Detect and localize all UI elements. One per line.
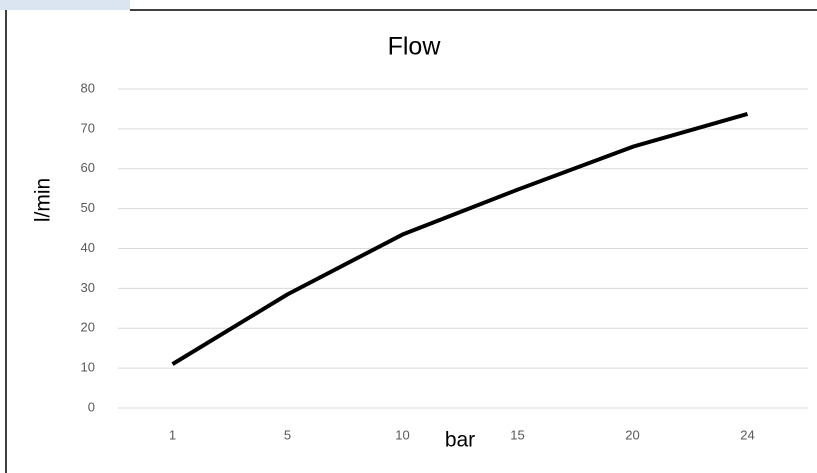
y-tick-label: 50 xyxy=(81,200,95,215)
y-tick-label: 20 xyxy=(81,320,95,335)
x-tick-label: 24 xyxy=(740,427,754,442)
y-tick-label: 60 xyxy=(81,160,95,175)
chart-title: Flow xyxy=(388,33,442,61)
y-tick-label: 0 xyxy=(88,399,95,414)
x-tick-label: 1 xyxy=(169,427,176,442)
x-tick-label: 15 xyxy=(510,427,524,442)
x-tick-label: 10 xyxy=(395,427,409,442)
y-tick-label: 80 xyxy=(81,80,95,95)
x-tick-label: 5 xyxy=(284,427,291,442)
y-tick-label: 10 xyxy=(81,360,95,375)
y-axis-label: l/min xyxy=(32,178,55,222)
y-tick-label: 70 xyxy=(81,120,95,135)
data-line xyxy=(171,111,749,366)
y-tick-label: 30 xyxy=(81,280,95,295)
x-axis-label: bar xyxy=(445,429,475,452)
y-tick-label: 40 xyxy=(81,240,95,255)
x-tick-label: 20 xyxy=(625,427,639,442)
header-strip xyxy=(0,0,130,10)
